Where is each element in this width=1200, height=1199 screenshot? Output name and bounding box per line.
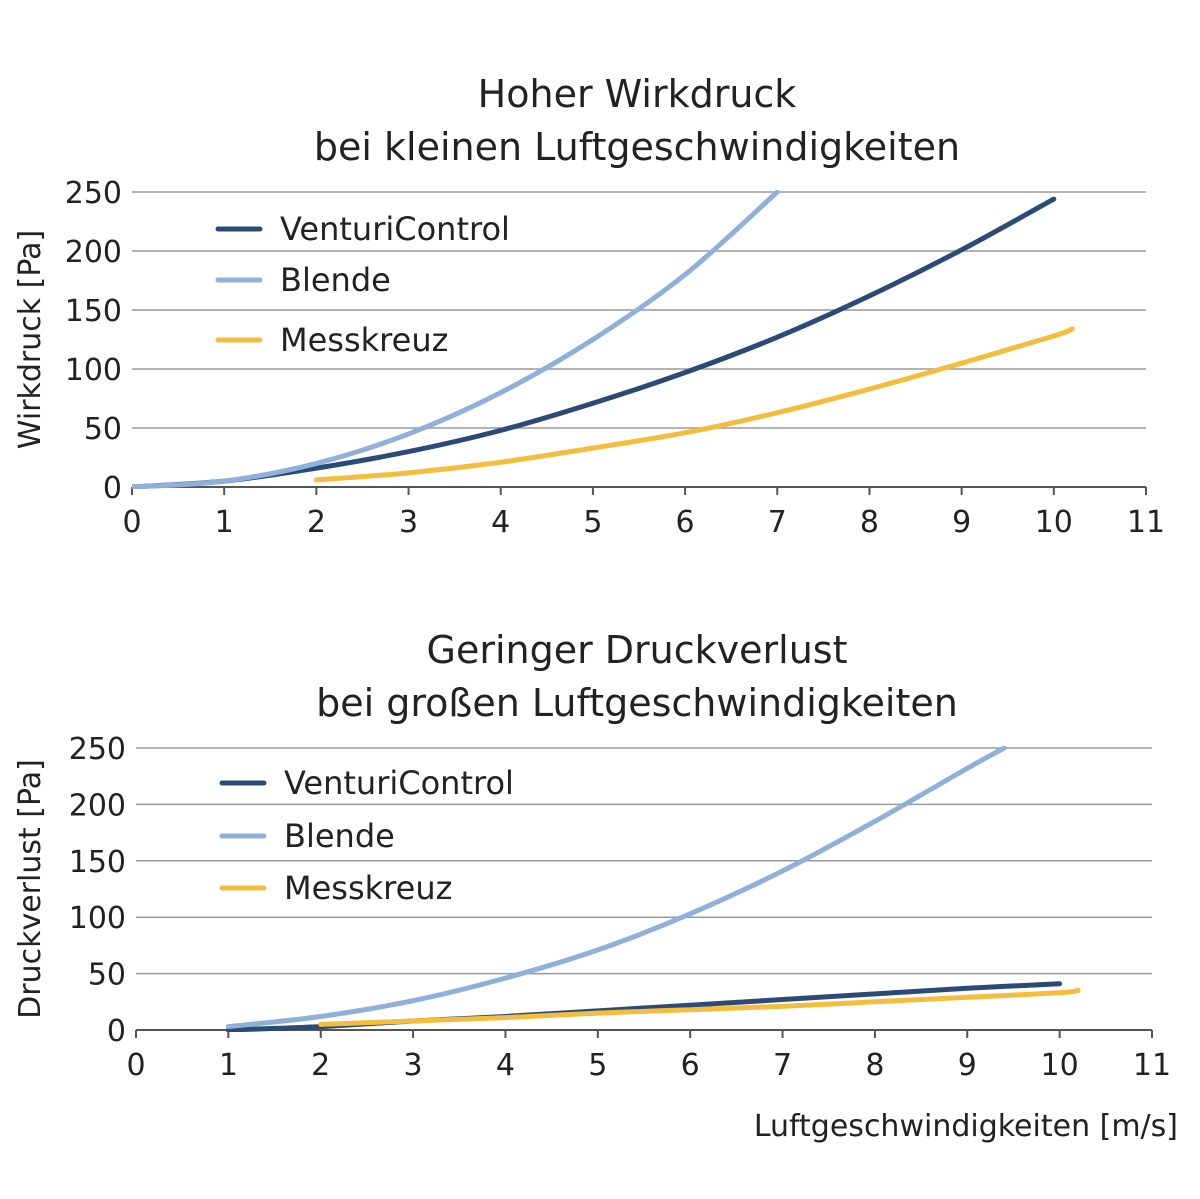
chart2-legend-label-venturicontrol: VenturiControl: [284, 764, 514, 802]
chart1-y-tick-label: 100: [65, 353, 122, 388]
chart1-series-messkreuz-line: [313, 326, 1075, 483]
chart1-y-tick-label: 150: [65, 294, 122, 329]
chart1-legend-label-messkreuz: Messkreuz: [280, 321, 448, 359]
chart2-title-line1: Geringer Druckverlust: [427, 628, 848, 672]
chart1-x-tick-label: 4: [491, 505, 510, 540]
chart1-y-tick-label: 50: [84, 412, 122, 447]
chart1-x-tick-label: 5: [583, 505, 602, 540]
chart2-x-tick-label: 4: [496, 1048, 515, 1083]
chart1-x-tick-label: 1: [215, 505, 234, 540]
chart1-series-venturicontrol-line: [132, 196, 1057, 489]
chart1-legend-label-blende: Blende: [280, 261, 391, 299]
chart2-title-line2: bei großen Luftgeschwindigkeiten: [316, 681, 958, 725]
chart1-y-tick-label: 200: [65, 235, 122, 270]
chart1-x-tick-label: 7: [768, 505, 787, 540]
chart1-series-blende-line: [132, 190, 780, 489]
chart2-y-tick-label: 0: [107, 1014, 126, 1049]
chart1-title-line2: bei kleinen Luftgeschwindigkeiten: [314, 125, 960, 169]
chart2-y-tick-label: 250: [69, 732, 126, 767]
chart1-legend-label-venturicontrol: VenturiControl: [280, 210, 510, 248]
chart1-x-tick-label: 8: [860, 505, 879, 540]
chart2-x-tick-label: 6: [681, 1048, 700, 1083]
chart2-legend-label-messkreuz: Messkreuz: [284, 869, 452, 907]
chart2-y-tick-label: 150: [69, 845, 126, 880]
chart2-x-tick-label: 0: [126, 1048, 145, 1083]
chart2-x-tick-label: 5: [588, 1048, 607, 1083]
x-axis-label: Luftgeschwindigkeiten [m/s]: [754, 1109, 1178, 1144]
chart1-x-tick-label: 0: [122, 505, 141, 540]
chart2-x-tick-label: 8: [865, 1048, 884, 1083]
chart2-plot: 0 50 100 150 200 250 0 1 2 3 4 5 6 7 8 9 10 11 Druckverlus…: [13, 732, 1171, 1083]
chart1-x-tick-label: 2: [307, 505, 326, 540]
chart2-y-tick-label: 100: [69, 901, 126, 936]
chart2-y-tick-label: 50: [88, 958, 126, 993]
chart2-series-blende-line: [225, 746, 1007, 1030]
chart2-legend-label-blende: Blende: [284, 817, 395, 855]
chart1-x-tick-label: 9: [952, 505, 971, 540]
chart1-plot: 0 50 100 150 200 250 0 1 2 3 4 5 6 7 8 9 10 11 Wirkdruck […: [13, 176, 1165, 540]
chart1-x-tick-label: 10: [1035, 505, 1073, 540]
chart1-x-tick-label: 11: [1127, 505, 1165, 540]
chart2-x-tick-label: 11: [1133, 1048, 1171, 1083]
chart2-x-tick-label: 10: [1041, 1048, 1079, 1083]
chart2-x-tick-label: 3: [404, 1048, 423, 1083]
chart2-x-tick-label: 2: [311, 1048, 330, 1083]
chart1-y-tick-label: 250: [65, 176, 122, 211]
chart1-x-tick-label: 3: [399, 505, 418, 540]
chart1-y-tick-label: 0: [103, 471, 122, 506]
chart2-x-tick-label: 7: [773, 1048, 792, 1083]
chart1-y-axis-label: Wirkdruck [Pa]: [13, 230, 48, 449]
chart2-y-axis-label: Druckverlust [Pa]: [13, 759, 48, 1019]
chart2-x-tick-label: 9: [958, 1048, 977, 1083]
chart2-y-tick-label: 200: [69, 788, 126, 823]
chart1-title-line1: Hoher Wirkdruck: [478, 72, 797, 116]
chart2-x-tick-label: 1: [219, 1048, 238, 1083]
chart2-series-messkreuz-line: [318, 988, 1081, 1027]
chart1-x-tick-label: 6: [676, 505, 695, 540]
